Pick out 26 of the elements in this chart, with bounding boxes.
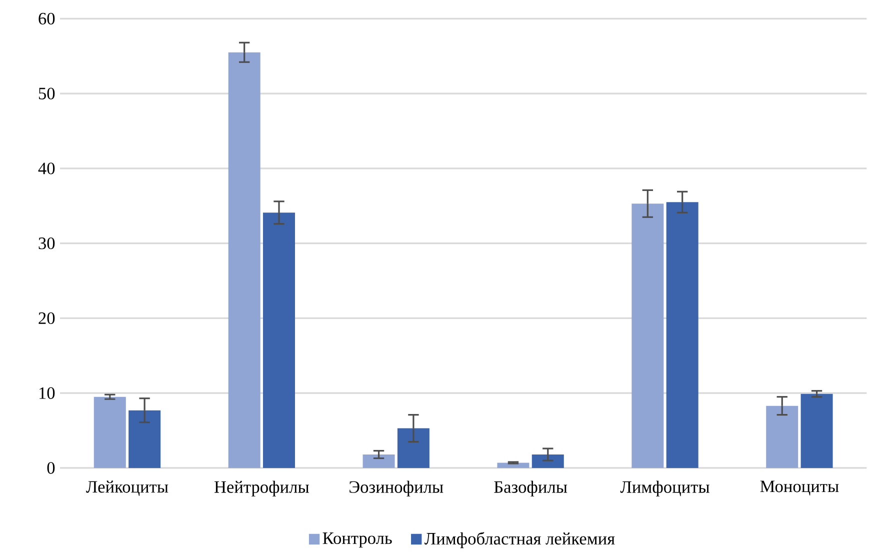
y-tick-label: 20 — [38, 312, 55, 324]
legend-label: Контроль — [322, 532, 392, 548]
x-tick-label: Эозинофилы — [350, 480, 444, 496]
y-tick-label: 30 — [38, 237, 55, 250]
y-tick-label: 60 — [38, 12, 55, 25]
x-tick-label: Лейкоциты — [86, 480, 168, 496]
bar — [666, 202, 698, 468]
bar — [397, 428, 430, 468]
bar — [632, 204, 664, 468]
x-tick-label: Базофилы — [494, 480, 568, 496]
legend-label: Лимфобластная лейкемия — [424, 532, 615, 548]
x-tick-label: Моноциты — [760, 480, 839, 496]
bar — [800, 394, 833, 468]
x-tick-label: Нейтрофилы — [214, 480, 309, 496]
bar — [766, 406, 798, 468]
x-tick-label: Лимфоциты — [620, 480, 710, 496]
bar — [263, 212, 296, 468]
bar — [532, 454, 564, 468]
bar — [362, 454, 395, 468]
y-tick-label: 10 — [39, 387, 55, 399]
y-tick-label: 0 — [47, 462, 55, 474]
bar — [94, 396, 126, 468]
bar — [228, 52, 260, 468]
y-tick-label: 40 — [38, 162, 55, 174]
bar — [128, 410, 161, 468]
y-tick-label: 50 — [38, 88, 55, 100]
